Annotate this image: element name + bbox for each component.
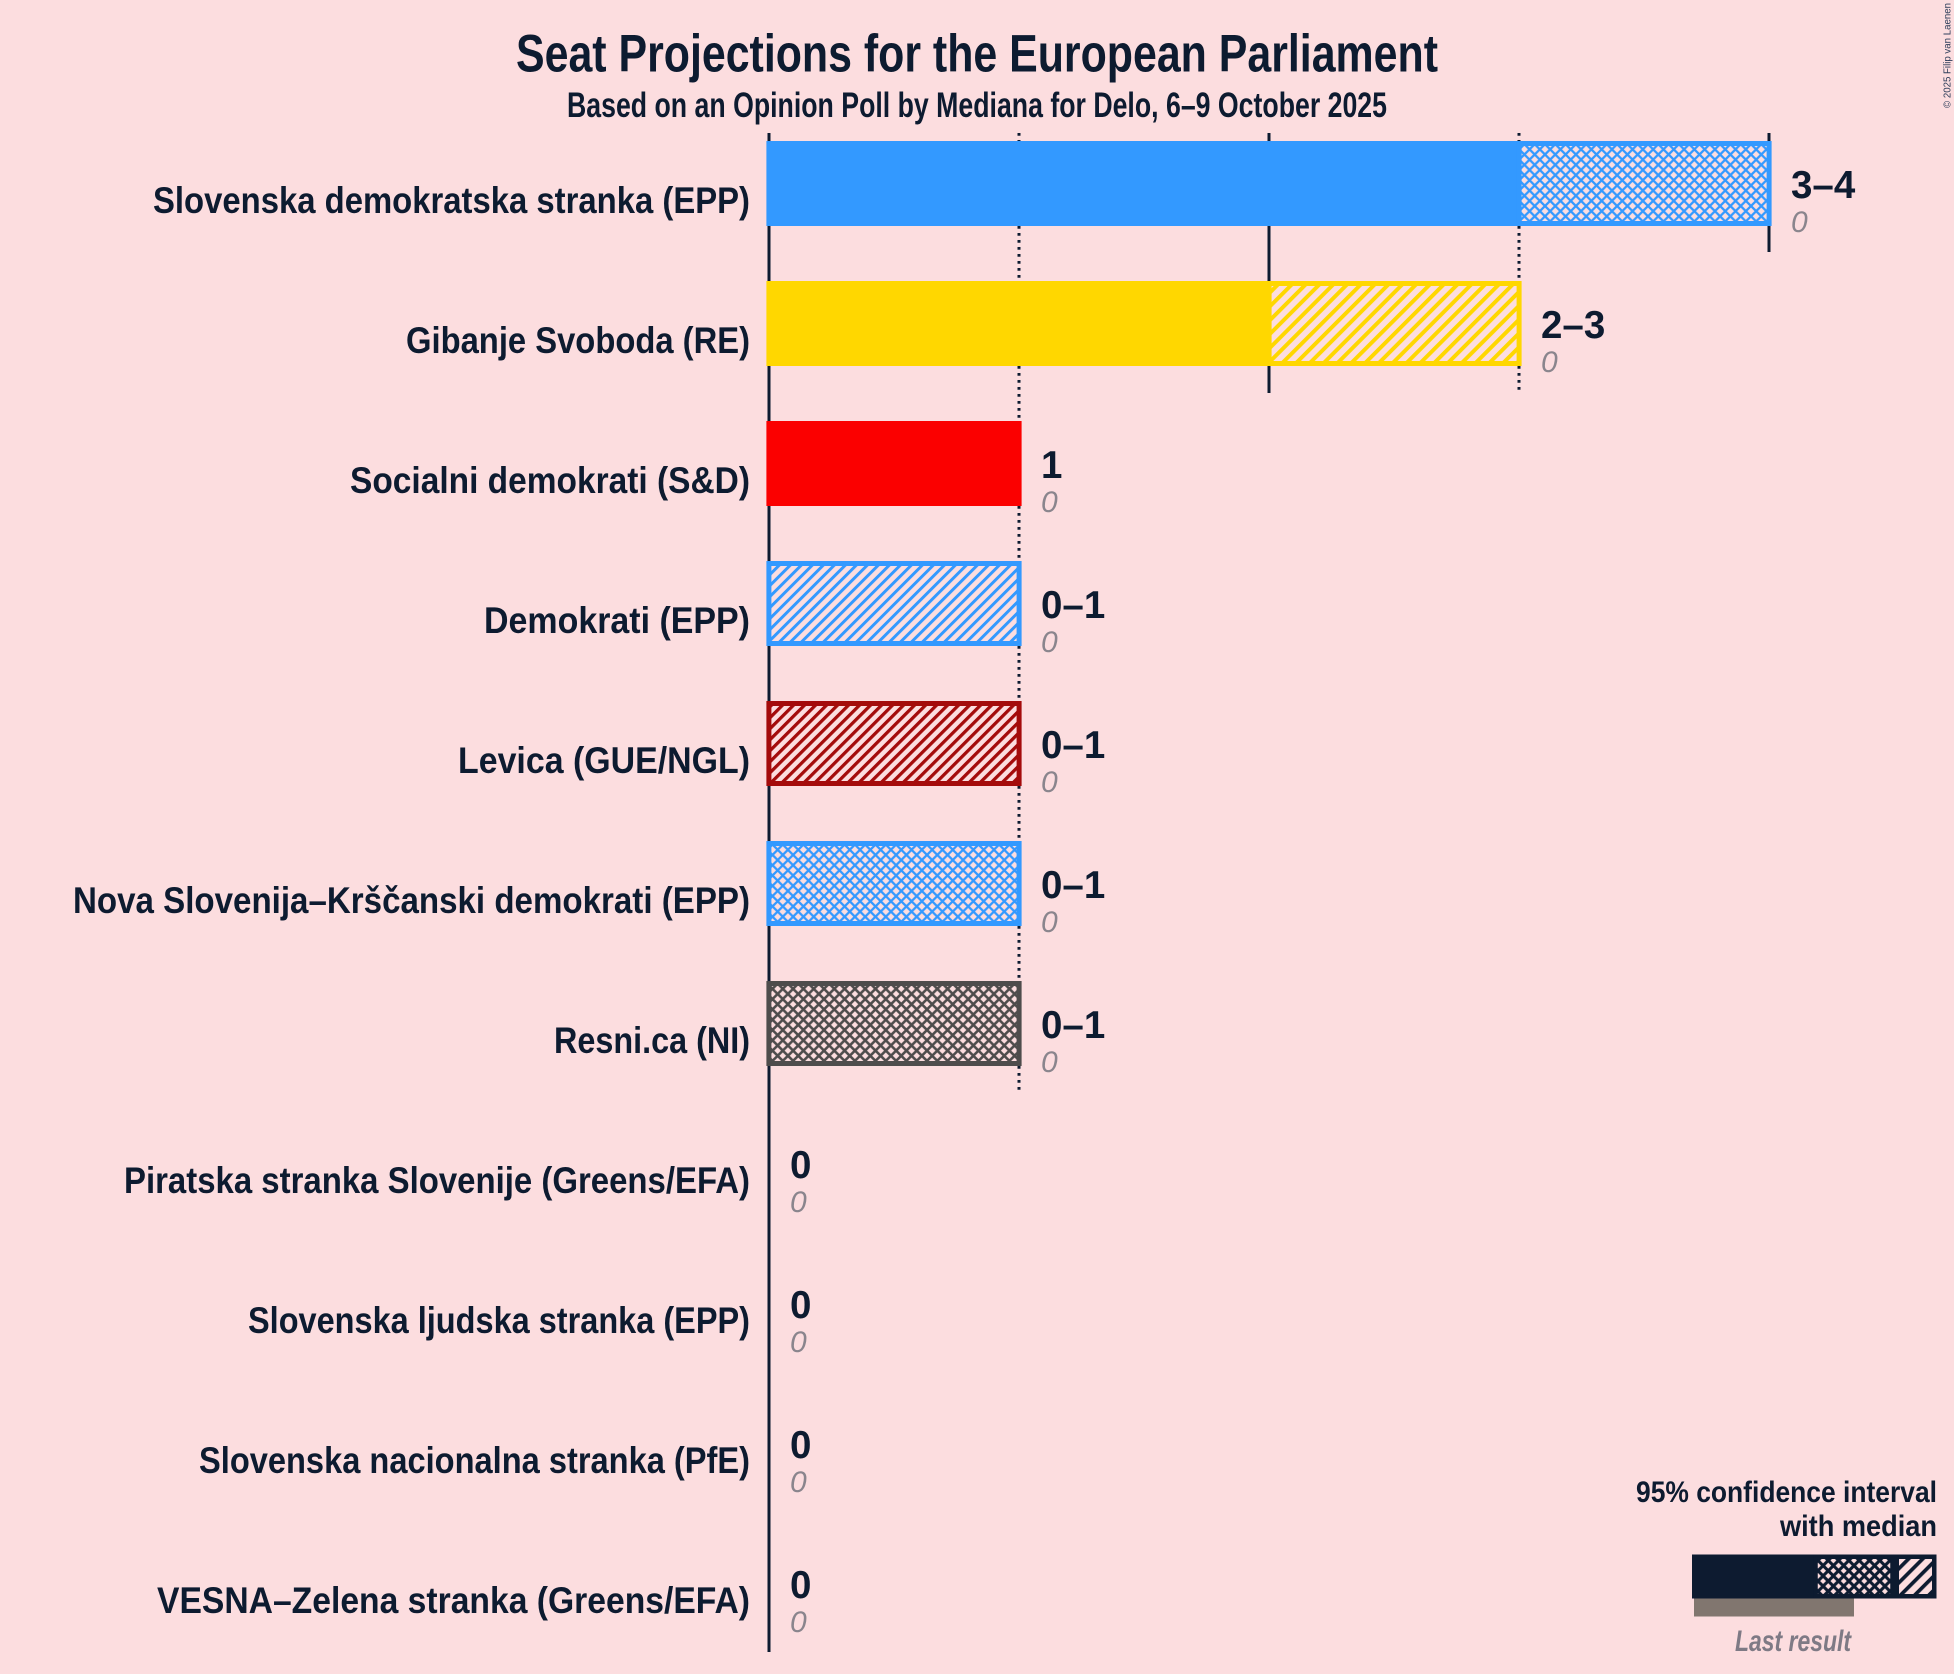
svg-text:95% confidence interval: 95% confidence interval <box>1636 1476 1937 1509</box>
svg-text:Last result: Last result <box>1735 1625 1853 1658</box>
svg-text:0: 0 <box>790 1466 807 1499</box>
svg-text:0: 0 <box>790 1606 807 1639</box>
svg-text:VESNA–Zelena stranka (Greens/E: VESNA–Zelena stranka (Greens/EFA) <box>157 1580 750 1621</box>
svg-text:0: 0 <box>1041 766 1058 799</box>
svg-text:Piratska stranka Slovenije (Gr: Piratska stranka Slovenije (Greens/EFA) <box>124 1160 750 1201</box>
svg-text:0: 0 <box>790 1424 811 1467</box>
svg-text:Slovenska ljudska stranka (EPP: Slovenska ljudska stranka (EPP) <box>248 1300 750 1341</box>
svg-text:0: 0 <box>790 1186 807 1219</box>
svg-text:0–1: 0–1 <box>1041 724 1105 767</box>
svg-text:Resni.ca (NI): Resni.ca (NI) <box>554 1020 750 1061</box>
svg-text:0: 0 <box>1041 626 1058 659</box>
svg-text:Seat Projections for the Europ: Seat Projections for the European Parlia… <box>516 25 1438 84</box>
svg-text:Levica (GUE/NGL): Levica (GUE/NGL) <box>458 740 750 781</box>
svg-text:Nova Slovenija–Krščanski demok: Nova Slovenija–Krščanski demokrati (EPP) <box>73 880 750 921</box>
svg-text:Gibanje Svoboda (RE): Gibanje Svoboda (RE) <box>406 320 750 361</box>
svg-text:Socialni demokrati (S&D): Socialni demokrati (S&D) <box>350 460 750 501</box>
svg-text:2–3: 2–3 <box>1541 304 1605 347</box>
svg-text:Slovenska demokratska stranka: Slovenska demokratska stranka (EPP) <box>153 180 750 221</box>
svg-text:0: 0 <box>1041 906 1058 939</box>
svg-text:0: 0 <box>790 1564 811 1607</box>
svg-text:0: 0 <box>790 1326 807 1359</box>
svg-text:0: 0 <box>1541 346 1558 379</box>
svg-text:1: 1 <box>1041 444 1062 487</box>
svg-text:0: 0 <box>790 1144 811 1187</box>
svg-text:3–4: 3–4 <box>1791 164 1856 207</box>
svg-text:0–1: 0–1 <box>1041 864 1105 907</box>
svg-text:0: 0 <box>1041 486 1058 519</box>
svg-text:with median: with median <box>1779 1510 1937 1543</box>
svg-text:0–1: 0–1 <box>1041 1004 1105 1047</box>
svg-text:Demokrati (EPP): Demokrati (EPP) <box>484 600 750 641</box>
svg-text:© 2025 Filip van Laenen: © 2025 Filip van Laenen <box>1943 3 1954 108</box>
svg-text:Based on an Opinion Poll by Me: Based on an Opinion Poll by Mediana for … <box>567 85 1387 125</box>
svg-text:0: 0 <box>1791 206 1808 239</box>
svg-text:Slovenska nacionalna stranka (: Slovenska nacionalna stranka (PfE) <box>199 1440 750 1481</box>
svg-text:0: 0 <box>790 1284 811 1327</box>
svg-text:0–1: 0–1 <box>1041 584 1105 627</box>
svg-text:0: 0 <box>1041 1046 1058 1079</box>
